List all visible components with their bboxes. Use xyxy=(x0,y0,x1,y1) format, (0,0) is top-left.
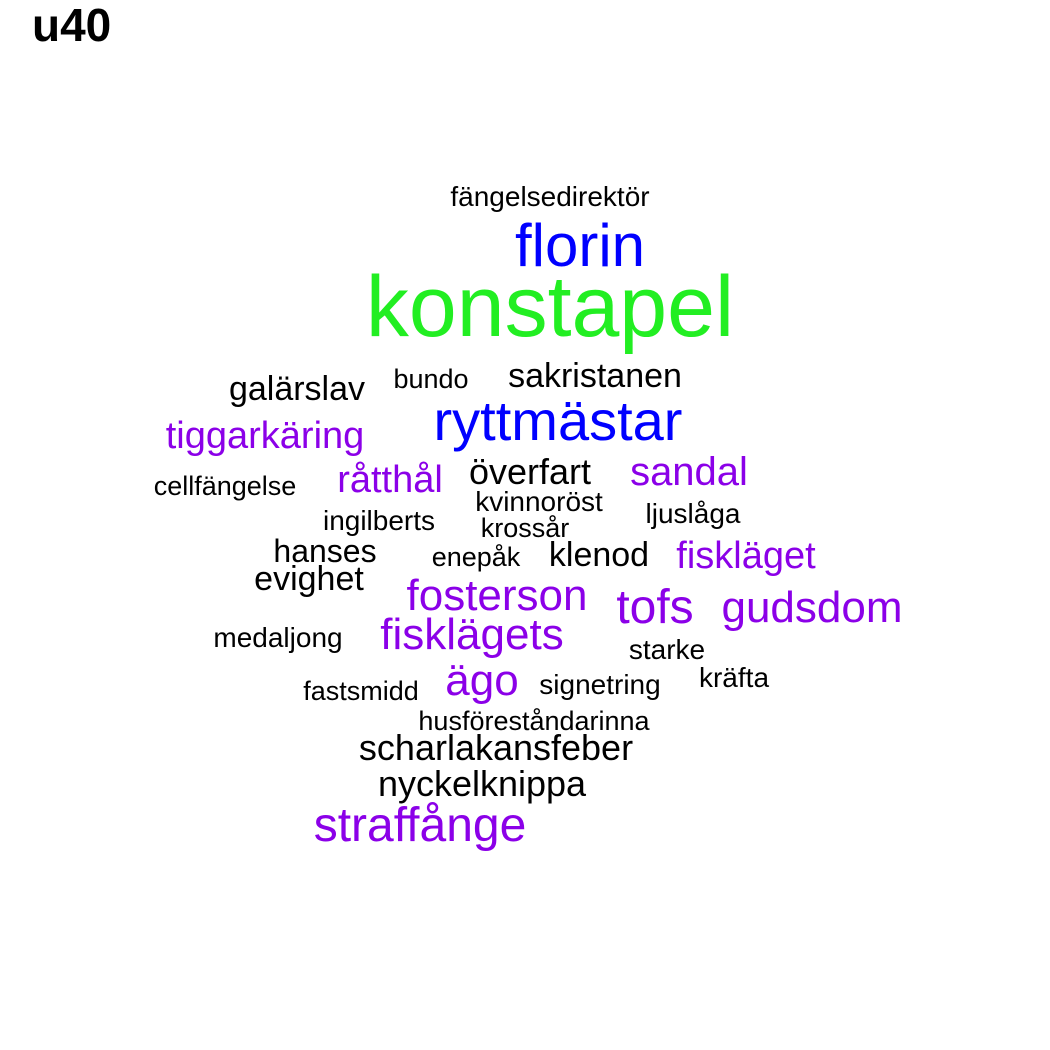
word-krossår: krossår xyxy=(481,513,570,543)
word-tiggarkäring: tiggarkäring xyxy=(166,415,365,457)
word-råtthål: råtthål xyxy=(337,459,443,501)
word-ingilberts: ingilberts xyxy=(323,505,435,536)
word-fängelsedirektör: fängelsedirektör xyxy=(450,181,649,212)
word-ryttmästar: ryttmästar xyxy=(434,389,683,452)
word-galärslav: galärslav xyxy=(229,370,365,408)
word-nyckelknippa: nyckelknippa xyxy=(378,763,587,804)
word-konstapel: konstapel xyxy=(366,259,734,355)
word-straffånge: straffånge xyxy=(314,799,527,852)
word-fisklägets: fisklägets xyxy=(380,610,563,659)
word-scharlakansfeber: scharlakansfeber xyxy=(359,727,633,768)
page-title: u40 xyxy=(32,0,112,51)
word-fastsmidd: fastsmidd xyxy=(303,676,419,706)
word-ljuslåga: ljuslåga xyxy=(646,498,741,529)
word-evighet: evighet xyxy=(254,560,364,598)
word-sakristanen: sakristanen xyxy=(508,357,682,395)
word-fiskläget: fiskläget xyxy=(676,535,816,577)
word-florin: florin xyxy=(515,212,645,279)
word-sandal: sandal xyxy=(630,450,748,494)
word-fosterson: fosterson xyxy=(407,571,588,620)
word-bundo: bundo xyxy=(393,364,468,394)
word-cellfängelse: cellfängelse xyxy=(154,471,297,501)
word-hanses: hanses xyxy=(273,533,376,569)
word-kräfta: kräfta xyxy=(699,662,769,693)
word-husföreståndarinna: husföreståndarinna xyxy=(418,706,650,736)
word-signetring: signetring xyxy=(539,669,660,700)
word-kvinnoröst: kvinnoröst xyxy=(475,486,603,517)
word-överfart: överfart xyxy=(469,451,591,492)
word-enepåk: enepåk xyxy=(432,542,521,572)
word-klenod: klenod xyxy=(549,536,649,574)
word-gudsdom: gudsdom xyxy=(721,583,902,632)
word-medaljong: medaljong xyxy=(213,622,342,653)
word-starke: starke xyxy=(629,634,705,665)
word-ägo: ägo xyxy=(445,656,518,705)
word-tofs: tofs xyxy=(616,581,693,634)
